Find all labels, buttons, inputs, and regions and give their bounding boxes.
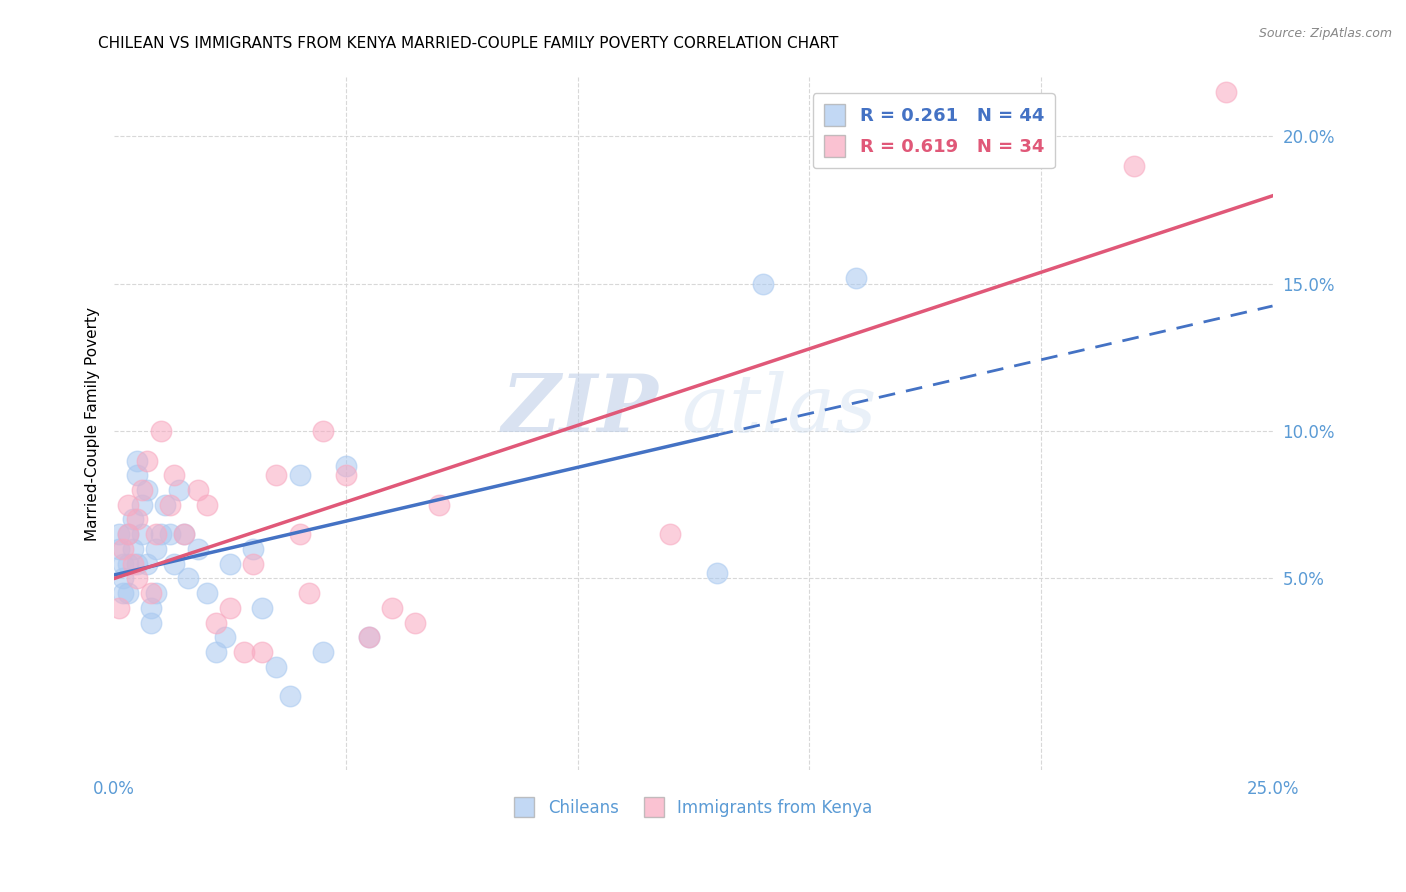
Point (312, 424, 335, 438)
Point (205, 645, 228, 659)
Point (278, 690, 301, 704)
Point (135, 557, 157, 571)
Point (127, 557, 149, 571)
Point (752, 277, 775, 291)
Point (252, 645, 274, 659)
Point (173, 527, 195, 541)
Point (135, 483, 157, 497)
Point (117, 498, 139, 512)
Point (177, 571, 200, 585)
Point (131, 527, 153, 541)
Point (706, 566, 728, 580)
Text: Source: ZipAtlas.com: Source: ZipAtlas.com (1258, 27, 1392, 40)
Point (242, 557, 264, 571)
Point (288, 468, 311, 483)
Point (252, 601, 274, 615)
Point (159, 498, 181, 512)
Point (149, 527, 172, 541)
Point (219, 601, 242, 615)
Point (219, 557, 242, 571)
Point (195, 498, 218, 512)
Point (163, 557, 186, 571)
Point (242, 541, 264, 556)
Point (112, 586, 135, 600)
Point (173, 527, 195, 541)
Point (167, 483, 190, 497)
Point (141, 615, 163, 630)
Point (266, 468, 288, 483)
Point (112, 541, 135, 556)
Point (127, 512, 149, 526)
Point (127, 453, 149, 467)
Point (427, 498, 450, 512)
Point (357, 631, 380, 645)
Point (108, 527, 131, 541)
Point (145, 527, 167, 541)
Y-axis label: Married-Couple Family Poverty: Married-Couple Family Poverty (86, 307, 100, 541)
Point (135, 453, 157, 467)
Point (121, 557, 143, 571)
Text: atlas: atlas (682, 371, 877, 449)
Point (381, 601, 404, 615)
Point (108, 541, 131, 556)
Point (659, 527, 682, 541)
Point (335, 468, 357, 483)
Point (117, 586, 139, 600)
Point (298, 586, 321, 600)
Text: CHILEAN VS IMMIGRANTS FROM KENYA MARRIED-COUPLE FAMILY POVERTY CORRELATION CHART: CHILEAN VS IMMIGRANTS FROM KENYA MARRIED… (98, 36, 839, 51)
Point (195, 586, 218, 600)
Point (112, 557, 135, 571)
Point (121, 512, 143, 526)
Point (121, 541, 143, 556)
Point (131, 483, 153, 497)
Point (266, 660, 288, 674)
Point (149, 424, 172, 438)
Point (117, 527, 139, 541)
Point (335, 459, 357, 474)
Point (357, 631, 380, 645)
Point (127, 468, 149, 483)
Legend: Chileans, Immigrants from Kenya: Chileans, Immigrants from Kenya (508, 790, 879, 824)
Point (844, 270, 866, 285)
Point (312, 645, 335, 659)
Point (112, 571, 135, 585)
Point (288, 527, 311, 541)
Point (145, 586, 167, 600)
Point (1122, 159, 1144, 173)
Point (127, 571, 149, 585)
Point (141, 586, 163, 600)
Point (187, 483, 209, 497)
Point (117, 527, 139, 541)
Point (159, 527, 181, 541)
Point (117, 557, 139, 571)
Point (205, 615, 228, 630)
Point (214, 631, 236, 645)
Point (153, 498, 176, 512)
Point (1215, 85, 1237, 99)
Point (145, 541, 167, 556)
Point (108, 601, 131, 615)
Point (404, 615, 426, 630)
Point (187, 541, 209, 556)
Point (131, 498, 153, 512)
Point (232, 645, 254, 659)
Text: ZIP: ZIP (502, 371, 658, 449)
Point (163, 468, 186, 483)
Point (141, 601, 163, 615)
